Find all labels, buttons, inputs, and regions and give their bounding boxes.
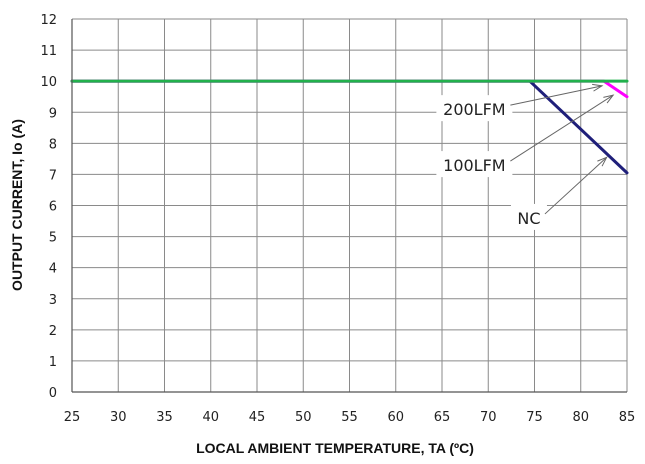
x-tick-label: 60	[387, 410, 404, 425]
x-tick-label: 65	[434, 410, 451, 425]
y-axis-title: OUTPUT CURRENT, Io (A)	[9, 119, 25, 291]
y-tick-label: 11	[40, 44, 57, 59]
annotation-label-200lfm: 200LFM	[443, 100, 505, 119]
y-tick-label: 5	[49, 231, 57, 246]
x-tick-label: 45	[249, 410, 266, 425]
y-tick-label: 4	[49, 262, 57, 277]
x-tick-label: 40	[202, 410, 219, 425]
y-tick-label: 6	[49, 200, 57, 215]
x-tick-label: 80	[572, 410, 589, 425]
y-tick-label: 7	[49, 168, 57, 183]
annotation-label-nc: NC	[517, 209, 540, 228]
x-tick-label: 30	[110, 410, 127, 425]
y-tick-label: 2	[49, 324, 57, 339]
x-tick-label: 35	[156, 410, 173, 425]
tick-labels: 25 30 35 40 45 50 55 60 65 70 75 80 8501234567891011…	[40, 13, 635, 425]
annotations: 200LFM 100LFM NC	[436, 83, 615, 230]
y-tick-label: 10	[40, 75, 57, 90]
x-tick-label: 25	[64, 410, 81, 425]
annotation-box-nc	[510, 203, 547, 230]
annotation-box-100lfm	[436, 151, 513, 178]
annotation-leader-100lfm	[510, 94, 614, 162]
x-tick-label: 75	[526, 410, 543, 425]
x-tick-label: 55	[341, 410, 358, 425]
x-axis-title: LOCAL AMBIENT TEMPERATURE, TA (ºC)	[196, 440, 474, 456]
annotation-leader-nc	[544, 156, 607, 215]
annotation-arrowhead-100lfm	[603, 94, 615, 104]
y-tick-label: 1	[49, 355, 57, 370]
series-lines	[70, 79, 629, 175]
annotation-leader-200lfm	[510, 85, 603, 106]
y-tick-label: 3	[49, 293, 57, 308]
y-tick-label: 12	[40, 13, 57, 28]
y-tick-label: 9	[49, 106, 57, 121]
y-tick-label: 0	[49, 386, 57, 401]
x-tick-label: 70	[480, 410, 497, 425]
annotation-label-100lfm: 100LFM	[443, 156, 505, 175]
annotation-arrowhead-nc	[597, 156, 608, 167]
x-tick-label: 50	[295, 410, 312, 425]
x-tick-label: 85	[619, 410, 636, 425]
annotation-box-200lfm	[436, 95, 513, 122]
y-tick-label: 8	[49, 137, 57, 152]
annotation-arrowhead-200lfm	[592, 83, 604, 92]
